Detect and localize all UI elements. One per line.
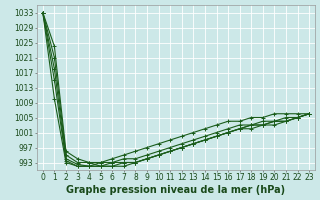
X-axis label: Graphe pression niveau de la mer (hPa): Graphe pression niveau de la mer (hPa) bbox=[67, 185, 285, 195]
